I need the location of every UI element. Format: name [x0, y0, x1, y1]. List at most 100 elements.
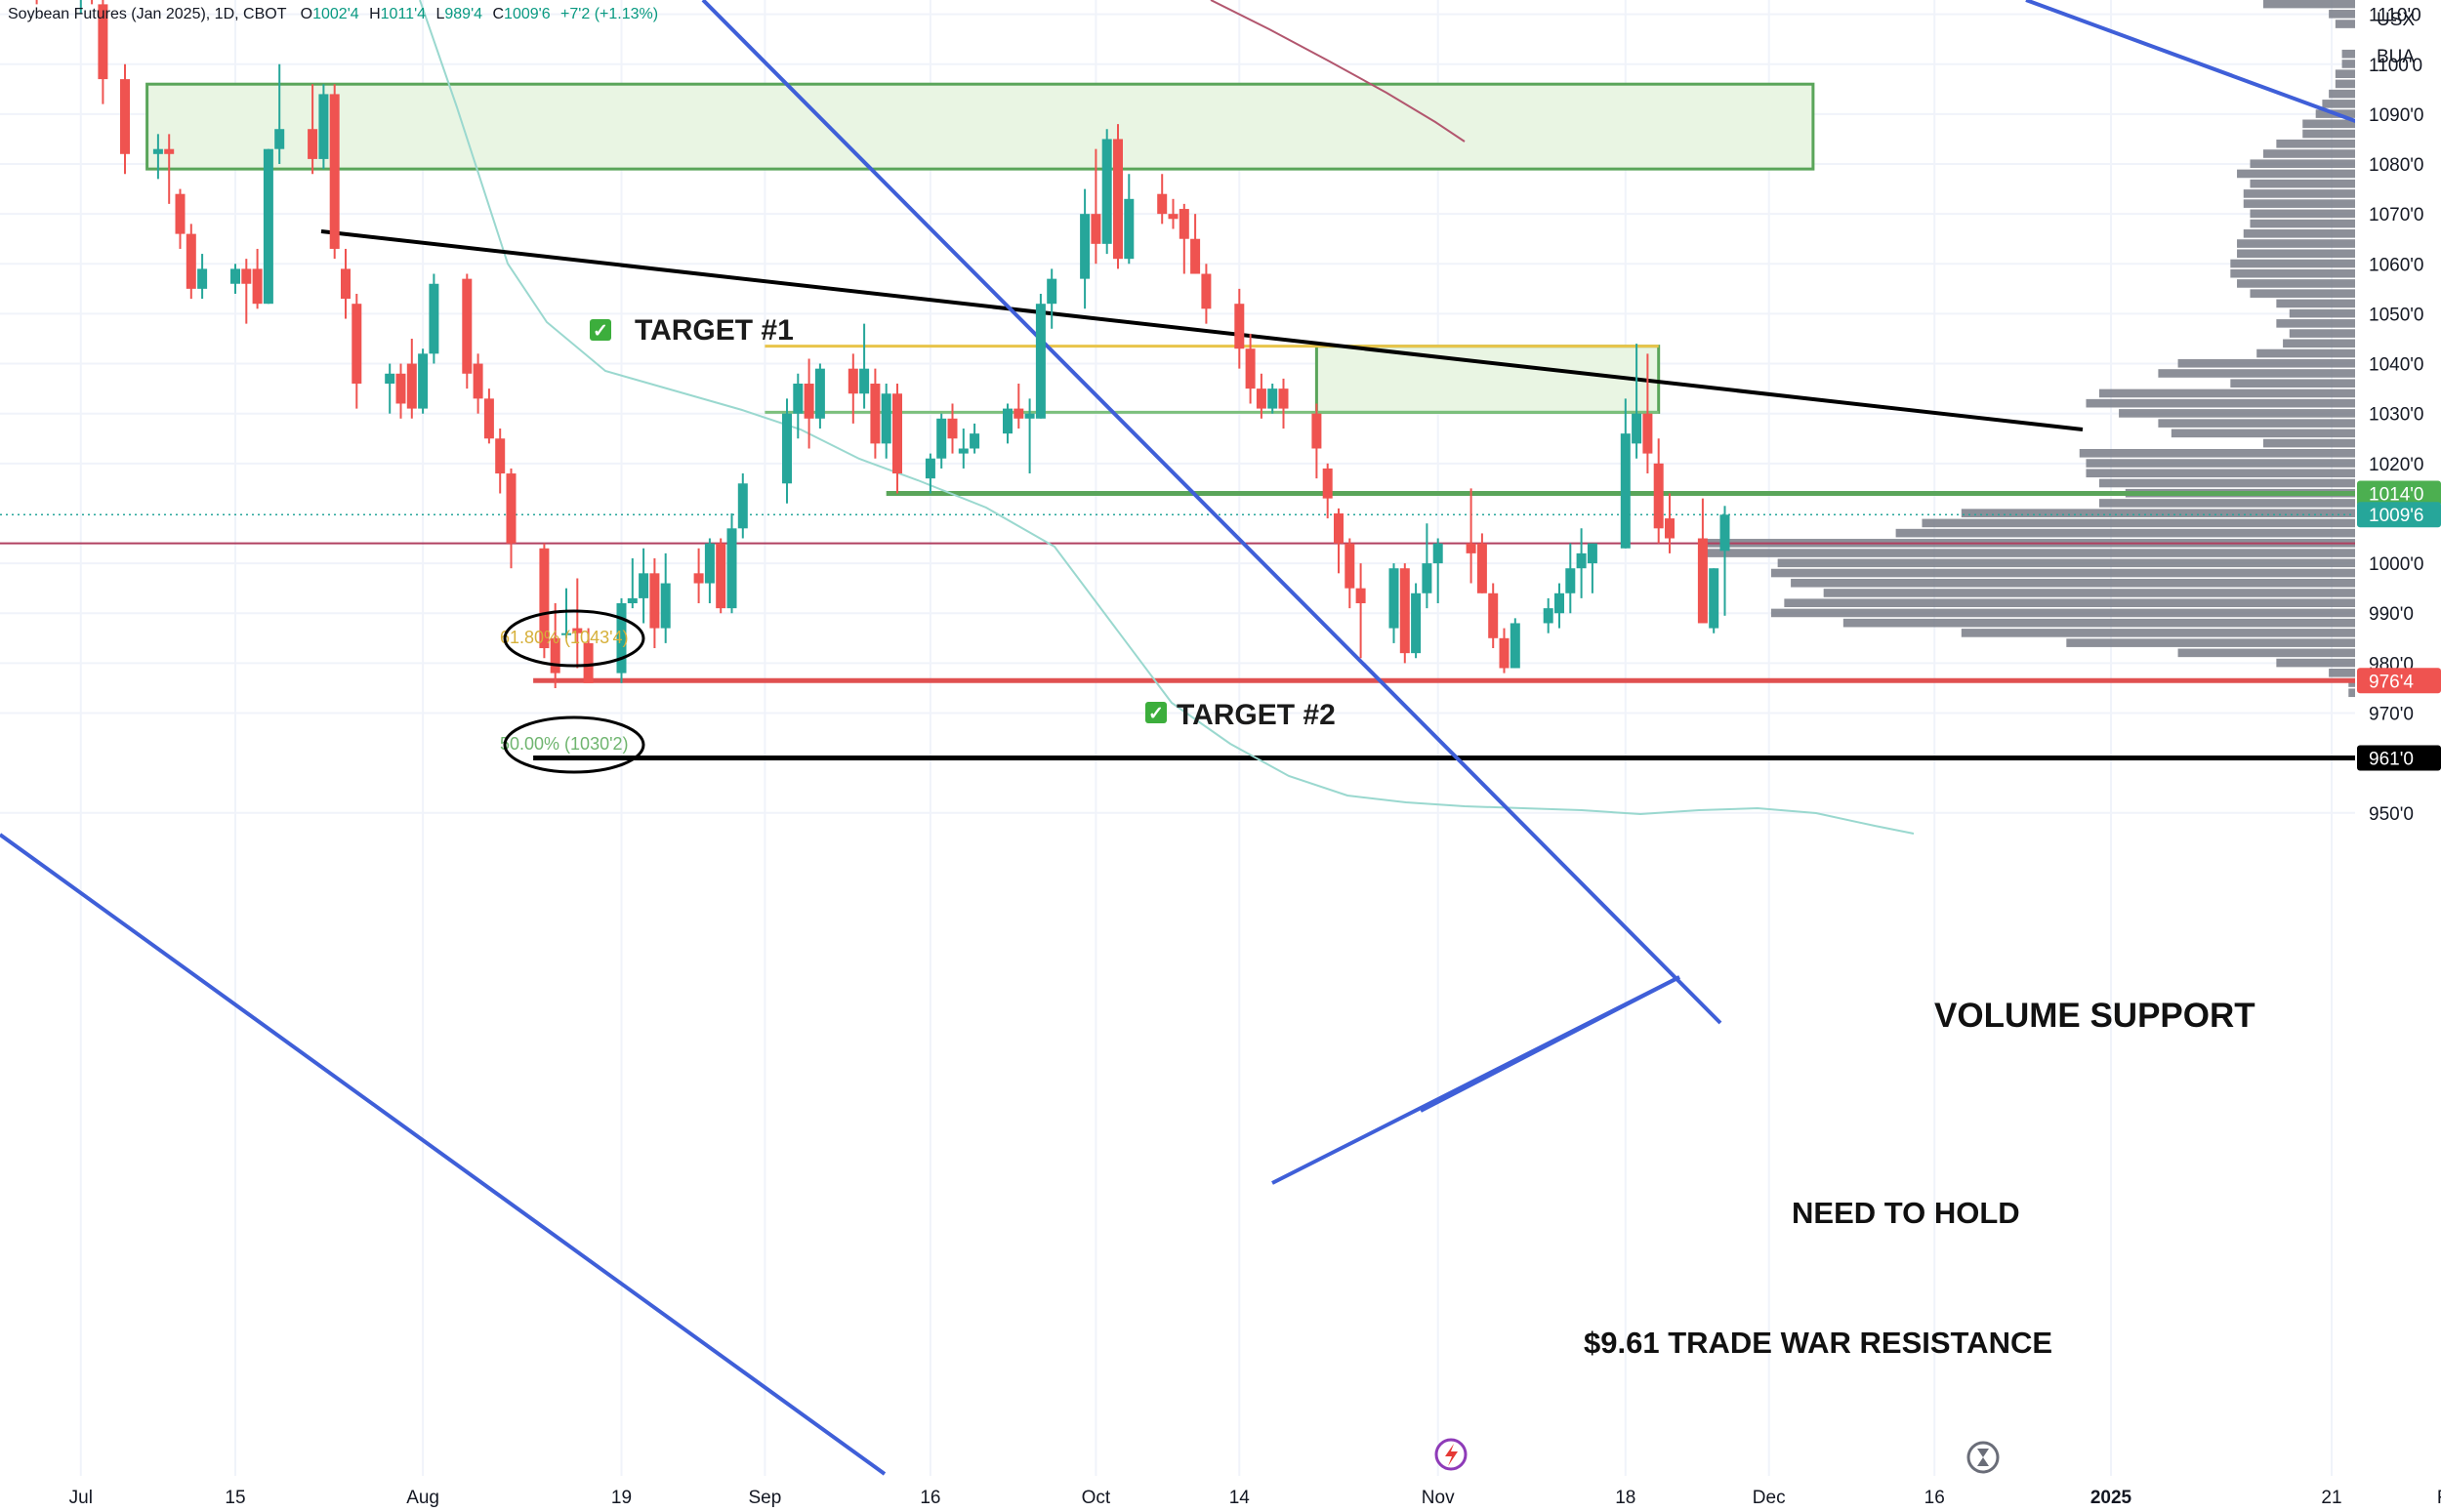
candle: [473, 353, 483, 414]
candle-body: [1565, 568, 1576, 593]
candle: [1157, 174, 1168, 225]
volume-profile-bar: [2158, 419, 2355, 428]
candle-body: [1234, 304, 1245, 349]
candle-body: [550, 637, 560, 674]
candle-body: [395, 373, 406, 404]
candle-body: [583, 642, 594, 683]
fib-618-label: 61.80% (1043'4): [500, 628, 629, 647]
candle: [870, 368, 881, 459]
candle-body: [406, 363, 417, 409]
price-axis[interactable]: 1110'0 1100'0 1090'0 1080'0 1070'0 1060'0 1050…: [2355, 0, 2441, 1512]
candle: [230, 264, 240, 294]
candle-body: [418, 353, 429, 409]
volume-profile-bar: [2341, 49, 2355, 59]
volume-profile-bar: [2086, 469, 2355, 478]
candle: [1554, 583, 1564, 629]
volume-profile-bar: [2230, 379, 2355, 388]
candle: [406, 338, 417, 419]
volume-profile-bar: [2335, 79, 2355, 89]
price-badge: [2357, 668, 2441, 694]
candle: [352, 293, 362, 409]
candle: [1168, 198, 1179, 229]
volume-profile-bar: [2066, 638, 2355, 647]
candle: [1697, 498, 1708, 624]
fib-618-circle: [503, 609, 645, 668]
candle-body: [726, 528, 737, 609]
candle-body: [814, 368, 825, 419]
moving-averages: [419, 0, 1915, 835]
candle-body: [1003, 408, 1013, 434]
candle-body: [152, 148, 163, 154]
time-tick-label: Jul: [69, 1488, 93, 1508]
volume-profile-bar: [2098, 499, 2355, 508]
candle: [1543, 597, 1553, 633]
candle-body: [1157, 193, 1168, 215]
volume-profile-bar: [1770, 568, 2355, 578]
candle: [1024, 398, 1035, 474]
time-tick-label: 16: [1924, 1488, 1945, 1508]
candle-body: [1267, 388, 1278, 409]
candle-body: [1543, 608, 1553, 624]
candle: [1047, 268, 1057, 329]
ohlc-close-value: 1009'6: [504, 6, 551, 22]
target1-check-icon: [590, 319, 611, 341]
volume-profile-bar: [1770, 608, 2355, 618]
candle-body: [318, 94, 329, 159]
time-axis[interactable]: Jul15Aug19Sep16Oct14Nov18Dec16202521Feb1…: [0, 1476, 2441, 1512]
ohlc-high-value: 1011'4: [380, 6, 427, 22]
candle-body: [1113, 139, 1123, 260]
symbol-title[interactable]: Soybean Futures (Jan 2025), 1D, CBOT: [8, 6, 287, 22]
lightning-bolt: [1445, 1444, 1458, 1466]
candles: [35, 0, 1730, 688]
candle: [1620, 398, 1631, 549]
volume-support-label: VOLUME SUPPORT: [1934, 997, 2255, 1035]
ohlc-change: +7'2 (+1.13%): [560, 6, 659, 22]
candle-body: [561, 633, 571, 635]
candle: [583, 628, 594, 683]
candle: [241, 259, 252, 324]
volume-profile-bar: [2119, 409, 2355, 418]
candle-body: [793, 384, 804, 414]
candle-body: [120, 79, 130, 154]
candle-body: [1476, 543, 1487, 593]
candle-body: [1576, 552, 1587, 569]
moving-average-maroon: [1210, 0, 1466, 143]
candle-body: [572, 628, 583, 633]
price-badge: [2357, 480, 2441, 507]
volume-profile-bar: [2237, 279, 2355, 288]
candle: [1267, 384, 1278, 414]
candle: [1190, 214, 1201, 274]
candle: [1642, 353, 1653, 474]
hourglass-event-ring: [1966, 1441, 2000, 1474]
candle: [1432, 538, 1443, 604]
time-tick-label: Feb: [2437, 1488, 2441, 1508]
volume-profile-bar: [1784, 598, 2355, 608]
annotations: ✓ TARGET #1 ✓ TARGET #2 61.80% (1043'4) 50.00…: [500, 314, 2255, 1360]
candle: [1388, 563, 1399, 643]
volume-profile-bar: [2276, 319, 2355, 328]
candle-body: [539, 548, 550, 649]
volume-profile-bar: [2256, 348, 2355, 358]
candle-body: [175, 193, 186, 234]
candle: [318, 84, 329, 170]
candle-body: [1355, 588, 1366, 604]
time-tick-label: 2025: [2090, 1488, 2132, 1508]
candle-body: [352, 304, 362, 385]
candle: [1179, 203, 1189, 274]
lightning-event-icon: [1434, 1438, 1468, 1471]
candle: [1709, 568, 1719, 633]
candle: [35, 0, 38, 5]
volume-profile-bar: [2237, 239, 2355, 248]
volume-profile-bar: [2250, 219, 2355, 228]
volume-profile-bar: [2177, 648, 2355, 658]
candle: [1719, 506, 1730, 616]
candle-body: [1432, 543, 1443, 564]
candle: [1632, 344, 1642, 459]
candle: [1653, 438, 1664, 544]
candle: [329, 84, 340, 260]
candle-body: [892, 393, 902, 474]
volume-profile-bar: [1705, 549, 2355, 557]
price-badge-label: 1009'6: [2369, 506, 2423, 526]
time-axis-background: [0, 1476, 2355, 1512]
